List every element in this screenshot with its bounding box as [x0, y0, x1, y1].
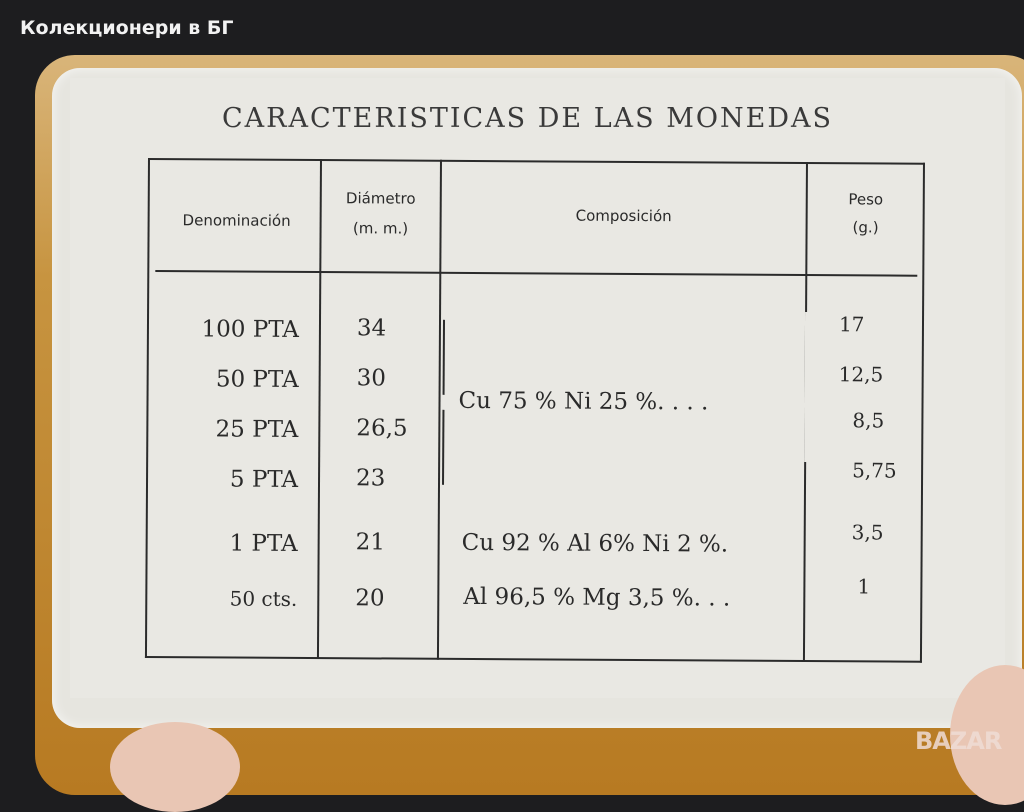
brace — [442, 409, 445, 485]
row-peso: 12,5 — [838, 362, 884, 387]
bazar-logo-watermark: BAZAR — [915, 727, 1002, 755]
row-denominacion: 25 PTA — [215, 416, 299, 443]
row-denominacion: 5 PTA — [229, 466, 299, 493]
coin-table: Denominación Diámetro (m. m.) Composició… — [144, 158, 925, 665]
row-peso: 3,5 — [851, 520, 884, 545]
row-peso: 1 — [857, 574, 871, 599]
row-diametro: 21 — [355, 529, 386, 556]
row-peso: 8,5 — [852, 408, 885, 433]
brace — [442, 319, 446, 395]
row-denominacion: 50 PTA — [215, 366, 299, 393]
header-composicion: Composición — [575, 206, 672, 226]
column-divider — [316, 159, 322, 660]
header-divider — [155, 270, 918, 277]
row-denominacion: 50 cts. — [229, 586, 298, 611]
card-title: CARACTERISTICAS DE LAS MONEDAS — [222, 103, 833, 134]
row-peso: 17 — [838, 312, 865, 337]
composition-text: Cu 92 % Al 6% Ni 2 %. — [461, 529, 729, 558]
row-denominacion: 1 PTA — [229, 530, 298, 557]
row-diametro: 20 — [355, 585, 385, 612]
column-divider — [436, 159, 442, 660]
composition-text: Cu 75 % Ni 25 %. . . . — [458, 387, 709, 416]
left-thumb — [110, 722, 240, 812]
row-diametro: 30 — [356, 365, 387, 392]
row-peso: 5,75 — [852, 458, 897, 483]
header-diametro-unit: (m. m.) — [352, 219, 409, 238]
info-card — [70, 78, 1005, 698]
site-watermark: Колекционери в БГ — [20, 17, 234, 39]
row-diametro: 34 — [356, 315, 387, 342]
row-diametro: 26,5 — [356, 415, 408, 442]
row-denominacion: 100 PTA — [201, 316, 300, 343]
header-diametro: Diámetro — [345, 189, 416, 208]
brace-gap — [804, 312, 811, 463]
row-diametro: 23 — [355, 465, 386, 492]
header-peso-unit: (g.) — [852, 218, 879, 237]
composition-text: Al 96,5 % Mg 3,5 %. . . — [463, 583, 731, 612]
header-peso: Peso — [848, 190, 884, 209]
header-denominacion: Denominación — [182, 211, 291, 230]
